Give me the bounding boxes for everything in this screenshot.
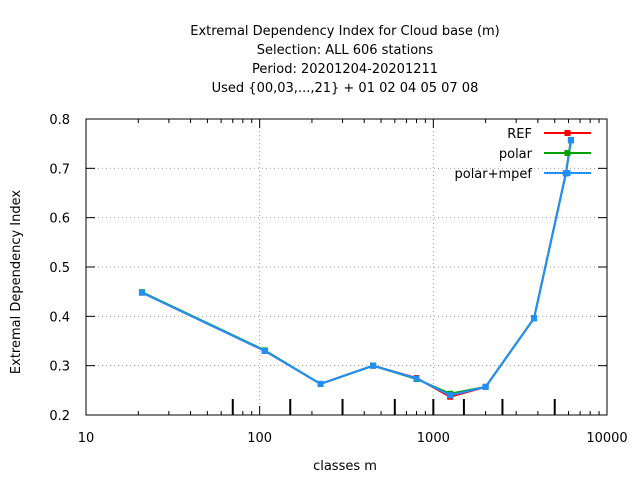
legend-label: REF — [507, 127, 532, 142]
y-tick-label: 0.6 — [49, 212, 70, 227]
class-markers — [231, 399, 556, 415]
y-tick-label: 0.4 — [49, 310, 70, 325]
data-point — [261, 347, 268, 354]
series-line — [141, 140, 572, 397]
legend-label: polar — [499, 147, 533, 162]
data-point — [531, 315, 538, 322]
grid — [86, 119, 607, 415]
data-point — [567, 137, 574, 144]
data-point — [413, 375, 420, 382]
x-axis-label: classes m — [313, 459, 377, 474]
data-point — [317, 380, 324, 387]
title-line-1: Extremal Dependency Index for Cloud base… — [190, 24, 500, 39]
data-point — [482, 383, 489, 390]
x-tick-label: 1000 — [417, 431, 450, 446]
chart-title: Extremal Dependency Index for Cloud base… — [190, 24, 500, 96]
title-line-3: Period: 20201204-20201211 — [252, 62, 438, 77]
data-point — [138, 289, 145, 296]
axis-ticks: 0.2 0.3 0.4 0.5 0.6 0.7 0.8 10 100 1000 10000 — [49, 113, 627, 446]
title-line-4: Used {00,03,...,21} + 01 02 04 05 07 08 — [212, 81, 479, 96]
legend-marker — [564, 130, 571, 136]
y-tick-label: 0.7 — [49, 162, 70, 177]
x-tick-label: 10000 — [586, 431, 627, 446]
legend-label: polar+mpef — [454, 167, 532, 182]
y-tick-label: 0.5 — [49, 261, 70, 276]
x-tick-label: 100 — [247, 431, 272, 446]
legend-marker — [564, 170, 571, 176]
y-axis-label: Extremal Dependency Index — [9, 190, 24, 374]
x-tick-label: 10 — [78, 431, 95, 446]
y-tick-label: 0.2 — [49, 409, 70, 424]
legend: REF polar polar+mpef — [454, 127, 591, 182]
title-line-2: Selection: ALL 606 stations — [257, 43, 434, 58]
y-tick-label: 0.3 — [49, 360, 70, 375]
data-point — [447, 392, 454, 399]
legend-marker — [564, 150, 571, 156]
data-point — [370, 362, 377, 369]
y-tick-label: 0.8 — [49, 113, 70, 128]
